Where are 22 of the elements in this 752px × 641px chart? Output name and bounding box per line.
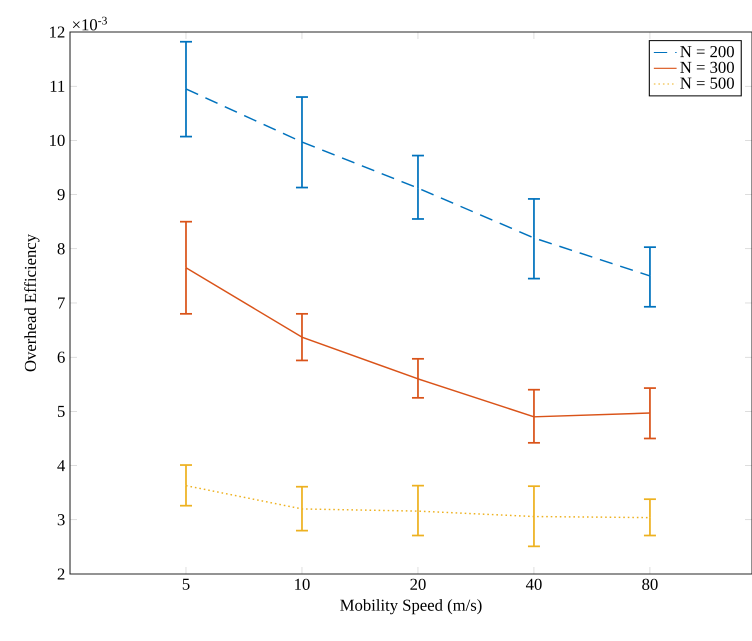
y-tick-label: 5 — [58, 406, 65, 417]
x-axis-title: Mobility Speed (m/s) — [340, 599, 482, 614]
x-tick-label: 20 — [410, 578, 426, 590]
x-tick-label: 40 — [526, 578, 542, 590]
y-tick-label: 2 — [58, 568, 64, 580]
y-tick-label: 4 — [57, 460, 66, 472]
y-axis-title: Overhead Efficiency — [24, 234, 40, 372]
x-tick-label: 5 — [182, 578, 190, 590]
y-tick-label: 10 — [50, 134, 65, 146]
y-tick-label: 6 — [58, 352, 65, 363]
legend-label: N = 200 — [680, 46, 734, 58]
x-tick-label: 10 — [295, 578, 310, 590]
x-tick-label: 80 — [642, 578, 658, 590]
y-tick-label: 12 — [50, 26, 64, 38]
y-tick-label: 11 — [50, 80, 64, 92]
y-tick-label: 8 — [58, 243, 65, 254]
text: ×10$^{-3}$ — [72, 16, 107, 30]
y-tick-label: 9 — [58, 188, 65, 200]
legend-label: N = 300 — [680, 62, 734, 73]
legend-label: N = 500 — [680, 77, 734, 89]
y-tick-label: 3 — [58, 514, 65, 526]
y-tick-label: 7 — [58, 298, 65, 308]
